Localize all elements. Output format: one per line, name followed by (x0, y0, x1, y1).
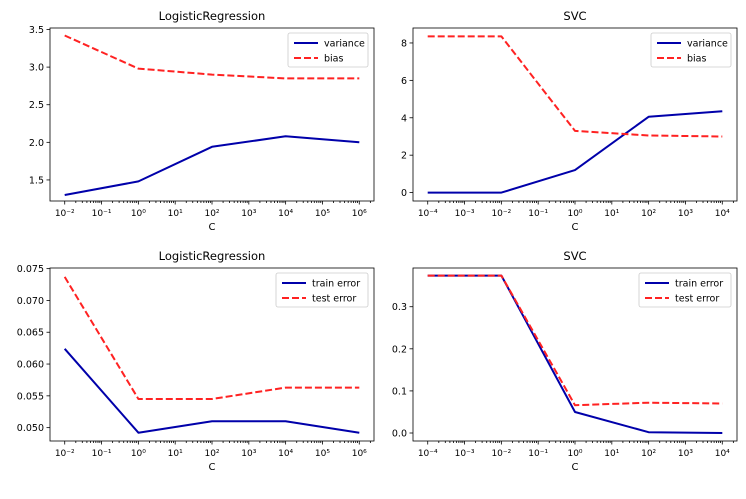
x-tick-label: 10⁻² (491, 209, 511, 219)
x-axis-label: C (572, 462, 579, 473)
series-line-train-error (63, 348, 360, 434)
y-tick-label: 0.0 (392, 429, 407, 440)
legend-label: variance (687, 39, 728, 50)
y-tick-label: 4 (401, 113, 407, 124)
legend-label: bias (324, 54, 343, 65)
legend-label: test error (675, 294, 719, 305)
chart-title: SVC (563, 9, 586, 23)
x-tick-label: 10³ (678, 209, 693, 219)
x-tick-label: 10² (204, 449, 219, 459)
x-tick-label: 10³ (241, 209, 256, 219)
y-tick-label: 0.1 (392, 386, 407, 397)
x-tick-label: 10⁴ (715, 209, 730, 219)
legend-label: variance (324, 39, 365, 50)
chart-panel-1: LogisticRegression 10⁻² 10⁻¹ 10⁰ 10¹ 10² 10³ 10… (29, 9, 375, 233)
series-line-train-error (427, 274, 723, 434)
y-tick-label: 0.2 (392, 344, 407, 355)
chart-title: LogisticRegression (159, 249, 266, 263)
x-tick-label: 10⁴ (715, 449, 730, 459)
x-tick-label: 10² (641, 449, 656, 459)
x-tick-label: 10⁻¹ (528, 209, 548, 219)
series-line-variance (427, 110, 723, 194)
legend: train error test error (275, 272, 369, 308)
legend: variance bias (287, 32, 369, 68)
y-tick-label: 0.055 (17, 391, 44, 402)
chart-panel-4: SVC 10⁻⁴ 10⁻³ 10⁻² 10⁻¹ 10⁰ 10¹ 10² 10³ 10⁴ C 0.0 0.… (392, 249, 738, 473)
y-tick-label: 2.5 (29, 100, 44, 111)
x-tick-label: 10⁰ (131, 209, 146, 219)
y-tick-label: 2.0 (29, 138, 44, 149)
x-axis-label: C (572, 222, 579, 233)
y-tick-label: 0.075 (17, 264, 44, 275)
series-line-test-error (427, 274, 723, 407)
x-tick-label: 10⁰ (567, 449, 582, 459)
x-tick-label: 10⁴ (278, 209, 293, 219)
x-tick-label: 10⁻² (491, 449, 511, 459)
x-tick-label: 10¹ (604, 449, 619, 459)
chart-title: SVC (563, 249, 586, 263)
x-tick-label: 10⁻¹ (92, 209, 112, 219)
x-tick-label: 10⁶ (352, 449, 367, 459)
x-tick-label: 10⁻⁴ (418, 209, 438, 219)
y-tick-label: 6 (401, 76, 407, 87)
legend-label: train error (675, 279, 723, 290)
legend-label: train error (312, 279, 360, 290)
legend-label: test error (312, 294, 356, 305)
x-tick-label: 10⁴ (278, 449, 293, 459)
y-tick-label: 2 (401, 151, 407, 162)
x-tick-label: 10¹ (168, 449, 183, 459)
x-tick-label: 10⁶ (352, 209, 367, 219)
y-tick-label: 1.5 (29, 175, 44, 186)
x-tick-label: 10¹ (168, 209, 183, 219)
series-line-test-error (63, 276, 360, 400)
series-line-bias (64, 34, 360, 80)
y-tick-label: 3.5 (29, 25, 44, 36)
y-tick-label: 3.0 (29, 63, 44, 74)
x-tick-label: 10⁻² (55, 449, 75, 459)
x-tick-label: 10³ (678, 449, 693, 459)
x-tick-label: 10⁻⁴ (418, 449, 438, 459)
chart-panel-3: LogisticRegression 10⁻² 10⁻¹ 10⁰ 10¹ 10² 10³ 10… (17, 249, 375, 473)
x-tick-label: 10² (204, 209, 219, 219)
x-tick-label: 10⁰ (567, 209, 582, 219)
legend-label: bias (687, 54, 706, 65)
series-line-bias (427, 35, 723, 138)
x-tick-label: 10⁵ (315, 209, 330, 219)
y-tick-label: 0 (401, 188, 407, 199)
series-line-variance (64, 135, 360, 196)
x-axis-label: C (209, 462, 216, 473)
y-tick-label: 0.070 (17, 296, 44, 307)
x-tick-label: 10³ (241, 449, 256, 459)
x-tick-label: 10² (641, 209, 656, 219)
x-tick-label: 10⁻¹ (92, 449, 112, 459)
chart-panel-2: SVC 10⁻⁴ 10⁻³ 10⁻² 10⁻¹ 10⁰ 10¹ 10² 10³ 10⁴ C 0 2 4 6 8… (401, 9, 738, 233)
y-tick-label: 0.3 (392, 302, 407, 313)
y-tick-label: 0.050 (17, 423, 44, 434)
x-tick-label: 10⁻³ (455, 209, 475, 219)
chart-title: LogisticRegression (159, 9, 266, 23)
x-axis-label: C (209, 222, 216, 233)
x-tick-label: 10⁵ (315, 449, 330, 459)
y-tick-label: 0.060 (17, 360, 44, 371)
x-tick-label: 10⁻² (55, 209, 75, 219)
legend: variance bias (650, 32, 732, 68)
y-tick-label: 8 (401, 38, 407, 49)
y-tick-label: 0.065 (17, 328, 44, 339)
x-tick-label: 10¹ (604, 209, 619, 219)
x-tick-label: 10⁻³ (455, 449, 475, 459)
legend: train error test error (638, 272, 732, 308)
x-tick-label: 10⁻¹ (528, 449, 548, 459)
x-tick-label: 10⁰ (131, 449, 146, 459)
